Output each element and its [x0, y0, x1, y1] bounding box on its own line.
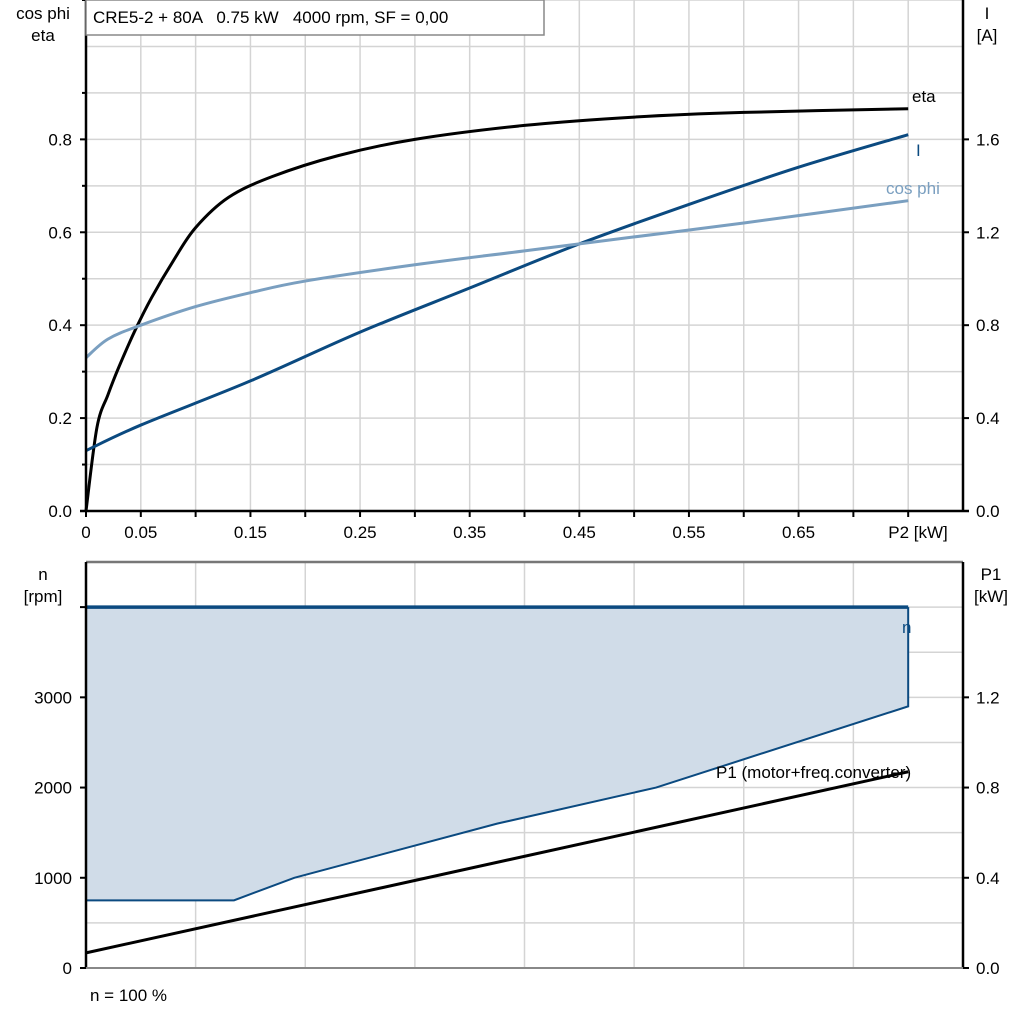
- top-ylabel-left-1: cos phi: [16, 4, 70, 23]
- bottom-ylabel-right-2: [kW]: [974, 587, 1008, 606]
- top-ylabel-left-2: eta: [31, 26, 55, 45]
- y-left-tick-label: 3000: [34, 688, 72, 707]
- y-right-tick-label: 0.8: [976, 316, 1000, 335]
- y-right-tick-label: 0.4: [976, 869, 1000, 888]
- y-right-tick-label: 0.0: [976, 959, 1000, 978]
- label-eta: eta: [912, 87, 936, 106]
- series-line-P1: [85, 770, 909, 955]
- y-right-tick-label: 0.4: [976, 409, 1000, 428]
- x-tick-label: 0.65: [782, 523, 815, 542]
- y-right-tick-label: 0.0: [976, 502, 1000, 521]
- y-right-tick-label: 1.2: [976, 688, 1000, 707]
- label-I: I: [916, 141, 921, 160]
- bottom-ylabel-left-1: n: [38, 565, 47, 584]
- bottom-ylabel-left-2: [rpm]: [24, 587, 63, 606]
- y-left-tick-label: 0.4: [48, 316, 72, 335]
- y-left-tick-label: 0.8: [48, 130, 72, 149]
- x-tick-label: 0.25: [344, 523, 377, 542]
- footnote: n = 100 %: [90, 986, 167, 1005]
- x-axis-label: P2 [kW]: [888, 523, 948, 542]
- n-area: [86, 607, 909, 901]
- series-line-cos-phi: [85, 199, 909, 359]
- y-left-tick-label: 2000: [34, 779, 72, 798]
- label-cos-phi: cos phi: [886, 179, 940, 198]
- x-tick-label: 0.55: [672, 523, 705, 542]
- y-left-tick-label: 0.0: [48, 502, 72, 521]
- marks: [84, 107, 910, 955]
- label-P1: P1 (motor+freq.converter): [716, 763, 911, 782]
- y-left-tick-label: 1000: [34, 869, 72, 888]
- y-left-tick-label: 0.6: [48, 223, 72, 242]
- x-tick-label: 0.05: [124, 523, 157, 542]
- title-box: [85, 0, 545, 36]
- x-tick-label: 0.15: [234, 523, 267, 542]
- axes: 0 0.05 0.15 0.25 0.35 0.45 0.55 0.65 0.0 0.2 0.4 0.…: [34, 0, 1000, 978]
- y-left-tick-label: 0.2: [48, 409, 72, 428]
- label-n: n: [902, 618, 911, 637]
- y-left-tick-label: 0: [63, 959, 72, 978]
- y-right-tick-label: 1.6: [976, 130, 1000, 149]
- series-line-eta: [84, 107, 909, 512]
- y-right-tick-label: 0.8: [976, 779, 1000, 798]
- top-ylabel-right-1: I: [985, 4, 990, 23]
- n-lower-boundary: [86, 607, 910, 902]
- y-right-tick-label: 1.2: [976, 223, 1000, 242]
- chart-title: CRE5-2 + 80A 0.75 kW 4000 rpm, SF = 0,00: [93, 8, 448, 27]
- series-line-I: [85, 133, 909, 452]
- x-tick-label: 0.35: [453, 523, 486, 542]
- top-grid: [86, 0, 963, 511]
- x-tick-label: 0: [81, 523, 90, 542]
- x-tick-label: 0.45: [563, 523, 596, 542]
- bottom-ylabel-right-1: P1: [981, 565, 1002, 584]
- top-ylabel-right-2: [A]: [977, 26, 998, 45]
